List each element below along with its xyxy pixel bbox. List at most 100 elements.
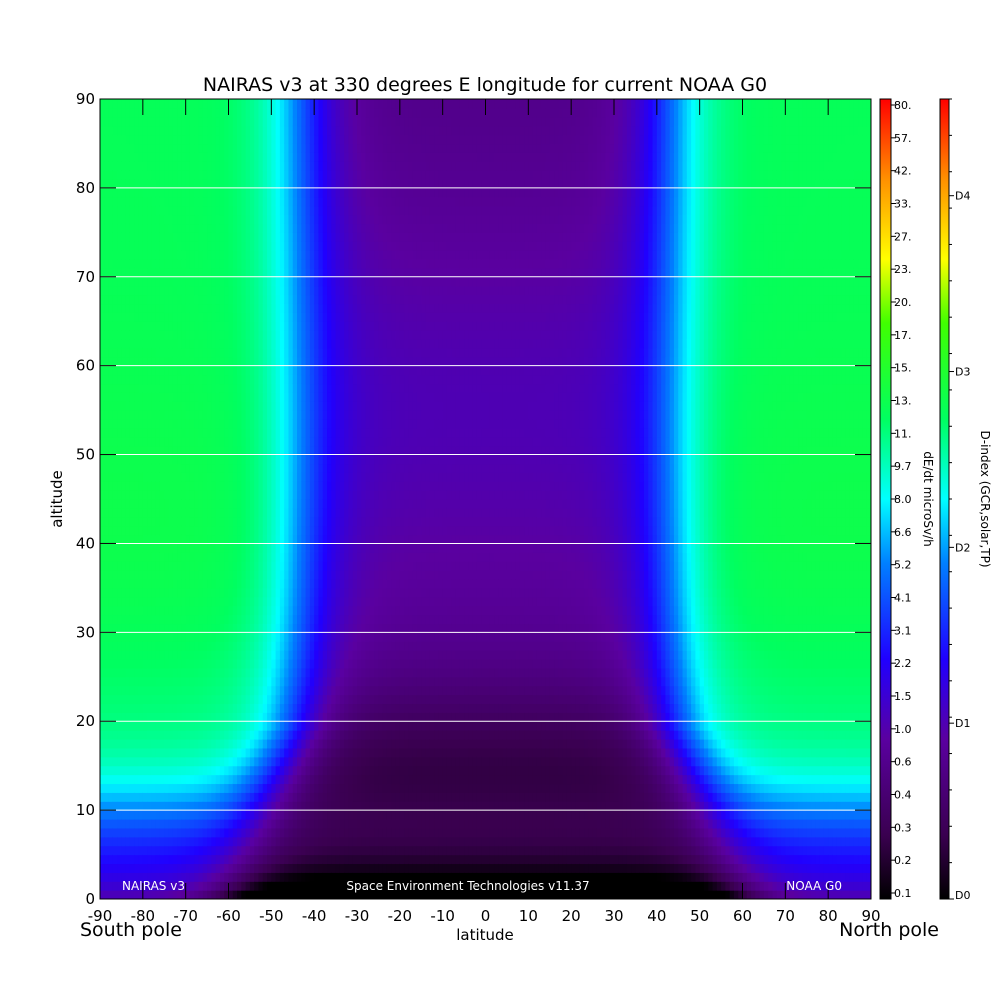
heatmap-cell — [112, 890, 118, 899]
heatmap-cell — [245, 436, 251, 447]
heatmap-cell — [228, 632, 234, 642]
heatmap-cell — [327, 534, 332, 545]
heatmap-cell — [219, 321, 225, 331]
heatmap-cell — [318, 659, 324, 669]
heatmap-cell — [100, 312, 105, 322]
heatmap-cell — [284, 463, 290, 473]
heatmap-cell — [129, 507, 135, 518]
heatmap-cell — [284, 161, 290, 171]
heatmap-cell — [134, 250, 140, 260]
heatmap-cell — [241, 836, 247, 847]
heatmap-cell — [189, 321, 195, 331]
heatmap-cell — [322, 312, 328, 322]
heatmap-cell — [194, 99, 200, 109]
heatmap-cell — [297, 863, 302, 873]
heatmap-cell — [185, 845, 191, 856]
heatmap-cell — [108, 890, 114, 899]
heatmap-cell — [305, 596, 311, 607]
heatmap-cell — [177, 721, 182, 731]
heatmap-cell — [172, 401, 178, 411]
heatmap-cell — [164, 436, 170, 447]
heatmap-cell — [108, 330, 114, 340]
heatmap-cell — [129, 99, 135, 109]
heatmap-cell — [279, 339, 285, 349]
heatmap-cell — [117, 650, 123, 660]
heatmap-cell — [228, 223, 234, 233]
heatmap-cell — [138, 427, 144, 438]
heatmap-cell — [108, 721, 114, 731]
heatmap-cell — [207, 587, 212, 598]
heatmap-cell — [267, 739, 272, 749]
heatmap-cell — [335, 499, 341, 509]
heatmap-cell — [267, 552, 272, 562]
heatmap-cell — [305, 356, 311, 367]
heatmap-cell — [262, 836, 268, 847]
heatmap-cell — [228, 179, 234, 189]
heatmap-cell — [117, 739, 123, 749]
heatmap-cell — [177, 570, 182, 580]
heatmap-cell — [164, 143, 170, 153]
heatmap-cell — [301, 756, 307, 767]
heatmap-cell — [125, 330, 131, 340]
heatmap-cell — [121, 107, 127, 118]
heatmap-cell — [318, 223, 324, 233]
heatmap-cell — [104, 259, 110, 269]
heatmap-cell — [185, 623, 191, 633]
heatmap-cell — [271, 214, 277, 225]
heatmap-cell — [117, 881, 123, 891]
heatmap-cell — [112, 836, 118, 847]
heatmap-cell — [228, 472, 234, 482]
heatmap-cell — [211, 819, 217, 829]
heatmap-cell — [331, 881, 337, 891]
heatmap-cell — [219, 685, 225, 696]
heatmap-cell — [241, 250, 247, 260]
heatmap-cell — [228, 347, 234, 358]
heatmap-cell — [284, 836, 290, 847]
heatmap-cell — [100, 703, 105, 713]
heatmap-cell — [232, 232, 238, 242]
heatmap-cell — [219, 250, 225, 260]
heatmap-cell — [202, 659, 208, 669]
heatmap-cell — [211, 99, 217, 109]
heatmap-cell — [301, 765, 307, 776]
heatmap-cell — [185, 107, 191, 118]
heatmap-cell — [305, 739, 311, 749]
heatmap-cell — [232, 774, 238, 785]
heatmap-cell — [168, 125, 174, 136]
heatmap-cell — [215, 259, 221, 269]
heatmap-cell — [275, 321, 281, 331]
heatmap-cell — [271, 472, 277, 482]
heatmap-cell — [301, 232, 307, 242]
heatmap-cell — [271, 339, 277, 349]
heatmap-cell — [112, 534, 118, 545]
heatmap-cell — [189, 214, 195, 225]
heatmap-cell — [121, 339, 127, 349]
heatmap-cell — [237, 365, 242, 376]
heatmap-cell — [117, 730, 123, 740]
heatmap-cell — [129, 250, 135, 260]
heatmap-cell — [245, 259, 251, 269]
heatmap-cell — [142, 579, 148, 589]
heatmap-cell — [228, 152, 234, 162]
heatmap-cell — [142, 232, 148, 242]
heatmap-cell — [322, 525, 328, 536]
heatmap-cell — [129, 712, 135, 722]
heatmap-cell — [104, 419, 110, 429]
heatmap-cell — [155, 294, 161, 305]
heatmap-cell — [275, 507, 281, 518]
heatmap-cell — [181, 187, 187, 198]
heatmap-cell — [117, 143, 123, 153]
heatmap-cell — [181, 339, 187, 349]
heatmap-cell — [164, 179, 170, 189]
heatmap-cell — [168, 721, 174, 731]
heatmap-cell — [305, 294, 311, 305]
heatmap-cell — [288, 347, 294, 358]
heatmap-cell — [232, 605, 238, 616]
heatmap-cell — [288, 739, 294, 749]
heatmap-cell — [322, 827, 328, 838]
heatmap-cell — [207, 410, 212, 420]
heatmap-cell — [262, 347, 268, 358]
heatmap-cell — [194, 792, 200, 802]
heatmap-cell — [151, 810, 157, 820]
heatmap-cell — [275, 312, 281, 322]
